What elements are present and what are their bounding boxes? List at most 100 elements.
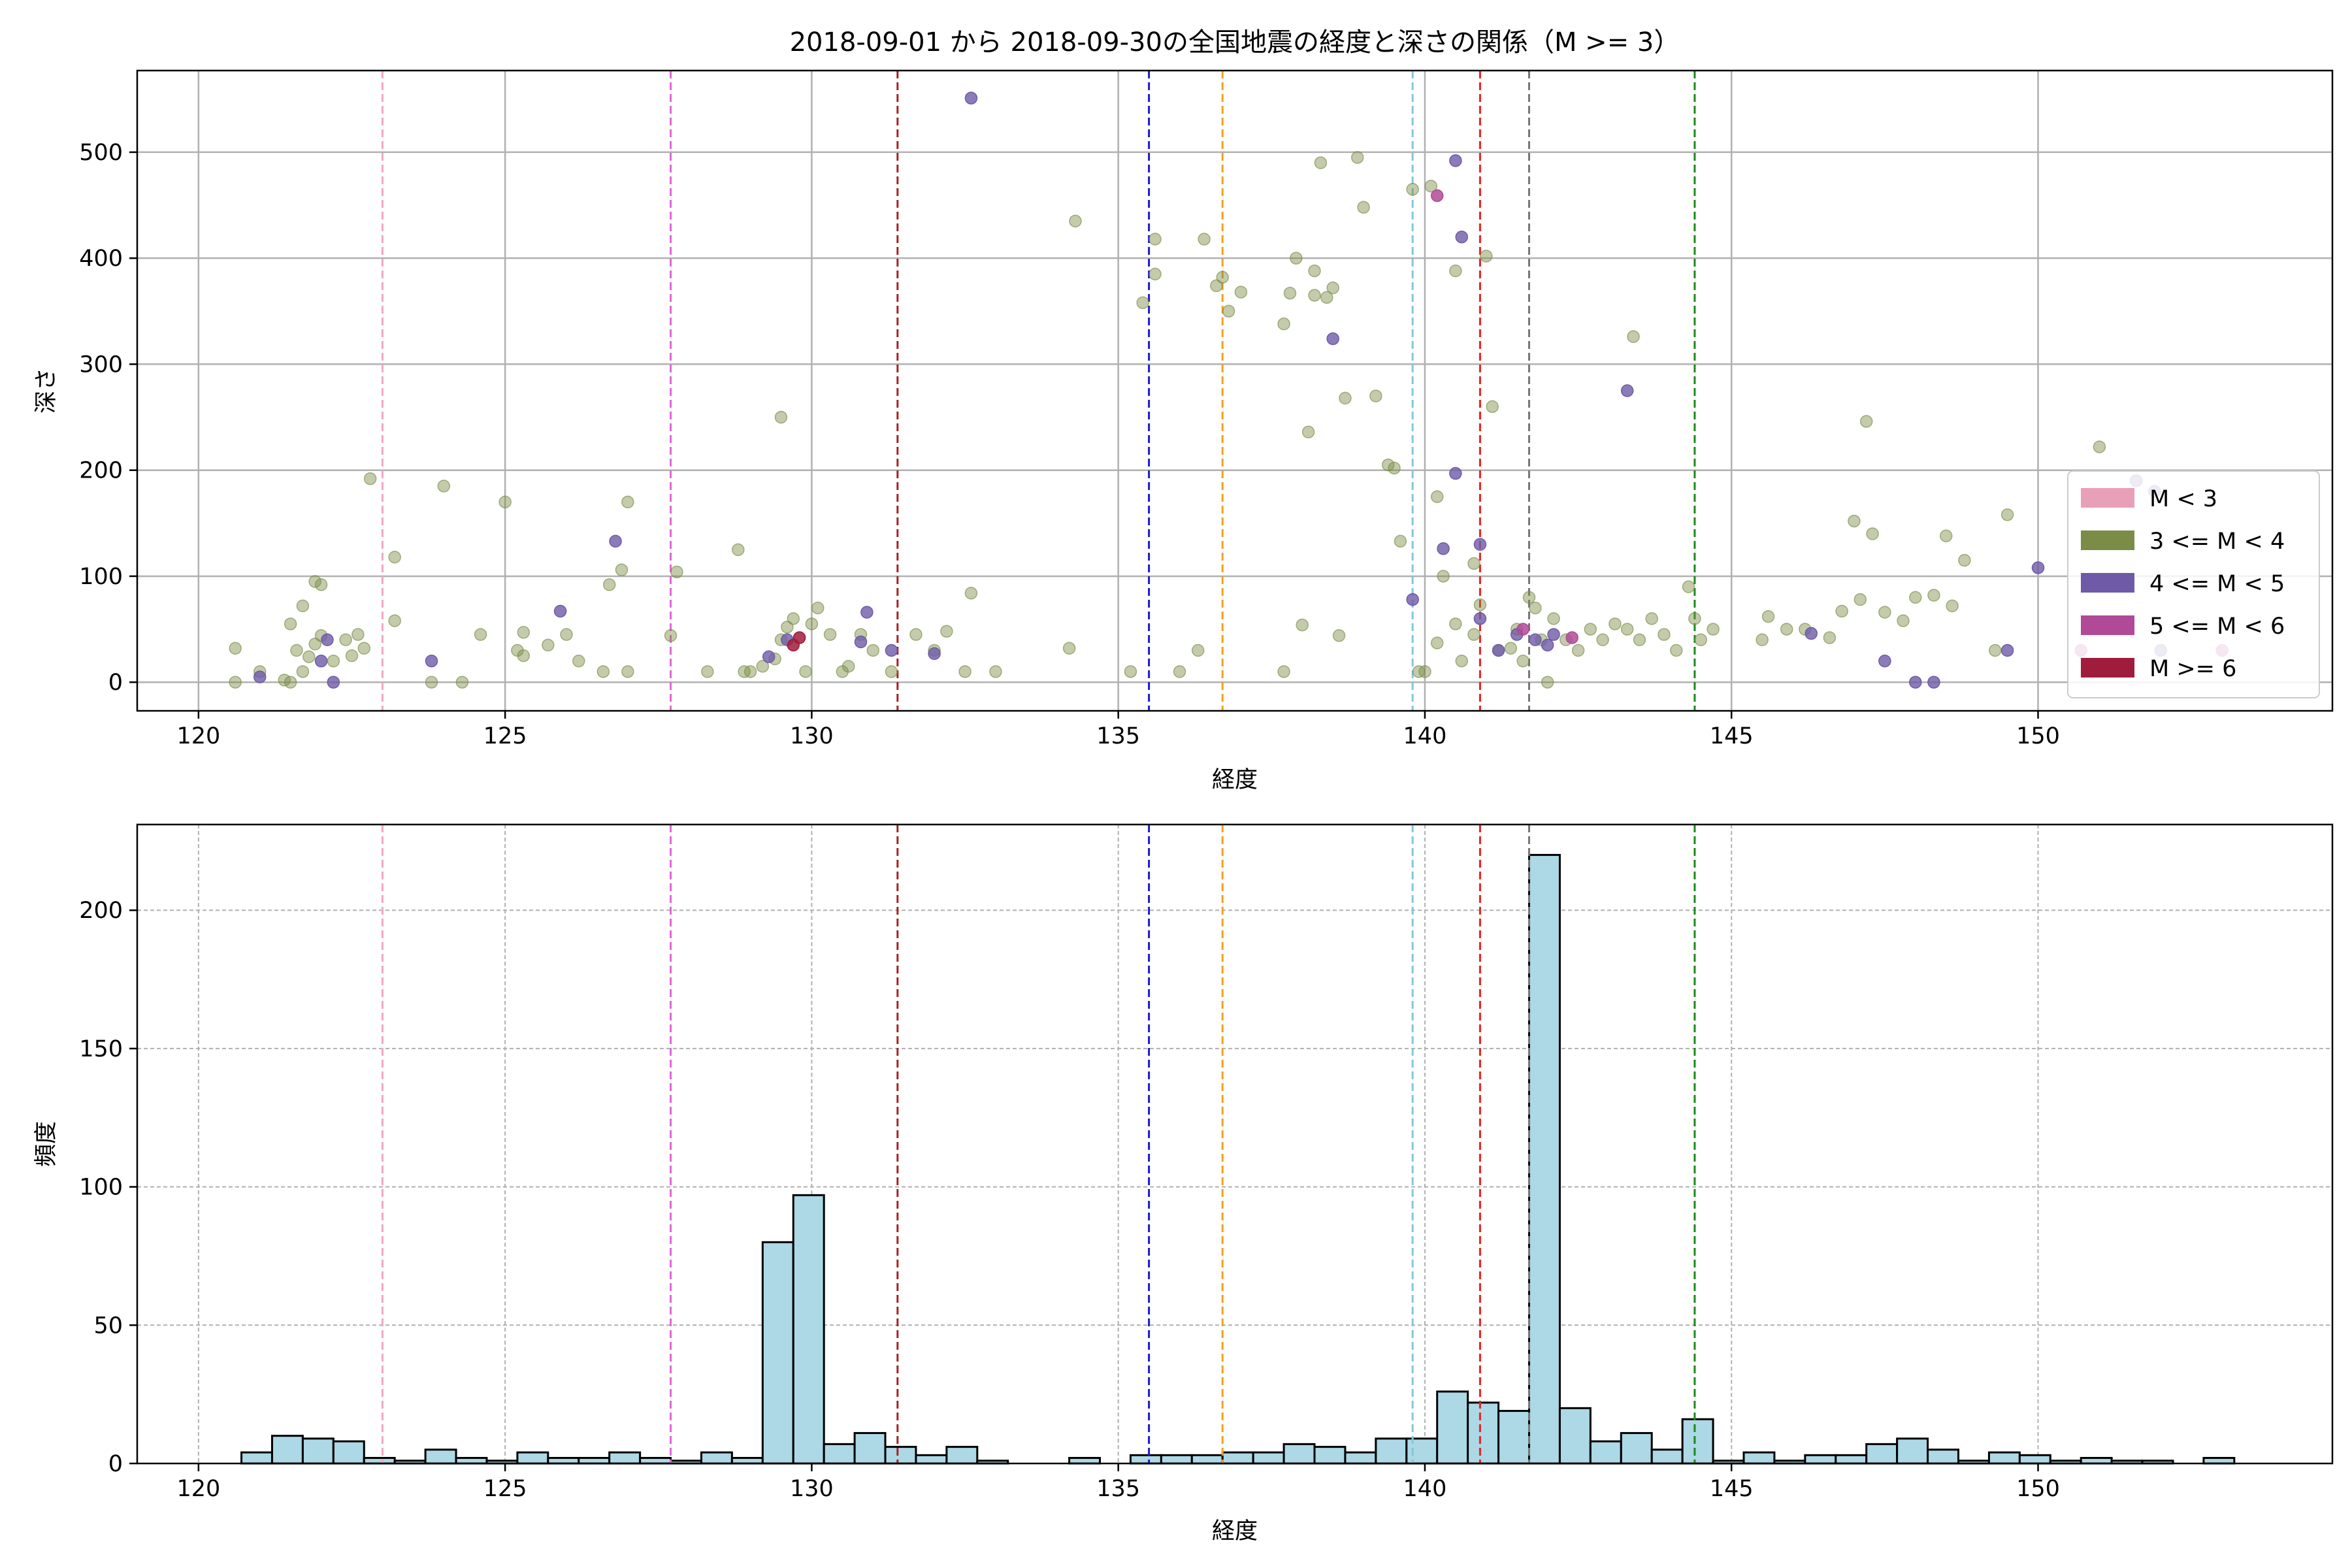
scatter-point (1473, 612, 1487, 625)
scatter-point (1388, 461, 1401, 475)
scatter-point (1350, 151, 1364, 164)
scatter-point (1277, 665, 1290, 678)
histogram-bar (270, 1435, 304, 1465)
scatter-point (1584, 623, 1597, 636)
scatter-y-ticks: 0 100 200 300 400 500 (79, 140, 137, 696)
scatter-point (1522, 591, 1536, 604)
scatter-x-ticks: 120 125 130 135 140 145 150 (176, 711, 2060, 749)
scatter-point (1946, 599, 1959, 613)
scatter-point (388, 550, 401, 564)
histogram-bar (1252, 1451, 1285, 1465)
scatter-point (762, 650, 776, 664)
scatter-point (1633, 633, 1646, 647)
scatter-point (743, 665, 757, 678)
scatter-point (1780, 623, 1793, 636)
scatter-point (2001, 508, 2014, 521)
scatter-point (357, 642, 371, 655)
scatter-point (1332, 629, 1346, 642)
scatter-point (425, 654, 438, 668)
histogram-x-ticks: 120 125 130 135 140 145 150 (176, 1463, 2060, 1502)
scatter-point (1467, 557, 1480, 570)
scatter-point (2001, 644, 2014, 657)
histogram-bar (1436, 1390, 1469, 1465)
scatter-point (1707, 623, 1720, 636)
scatter-point (909, 628, 923, 641)
legend-swatch (2081, 531, 2134, 550)
scatter-point (284, 676, 297, 689)
scatter-point (1866, 527, 1879, 540)
scatter-point (670, 565, 683, 579)
scatter-plot-frame (136, 69, 2334, 712)
scatter-y-tick-label: 200 (79, 458, 123, 484)
histogram-bar (792, 1194, 825, 1465)
scatter-point (1989, 644, 2002, 657)
scatter-point (1449, 264, 1462, 278)
scatter-point (1670, 644, 1683, 657)
scatter-point (1424, 180, 1438, 193)
scatter-point (2031, 561, 2045, 574)
histogram-bar (332, 1440, 365, 1465)
histogram-x-tick-label: 150 (2016, 1476, 2060, 1502)
scatter-point (756, 660, 770, 673)
histogram-bar (823, 1443, 856, 1465)
histogram-plot-frame (136, 823, 2334, 1465)
scatter-point (1927, 589, 1940, 602)
scatter-point (621, 495, 634, 509)
histogram-plot-area (137, 825, 2332, 1463)
scatter-point (229, 676, 242, 689)
legend-label: 5 <= M < 6 (2149, 613, 2285, 640)
scatter-point (1437, 542, 1450, 555)
histogram-bar (1987, 1451, 2021, 1465)
scatter-point (621, 665, 634, 678)
histogram-bar (1497, 1410, 1531, 1465)
figure-title: 2018-09-01 から 2018-09-30の全国地震の経度と深さの関係（M… (790, 27, 1680, 57)
scatter-point (701, 665, 714, 678)
scatter-point (542, 638, 555, 652)
legend-swatch (2081, 615, 2134, 635)
scatter-point (841, 660, 855, 673)
scatter-point (1939, 529, 1953, 543)
scatter-point (351, 628, 365, 641)
histogram-bar (516, 1451, 549, 1465)
scatter-point (290, 644, 303, 657)
scatter-point (1455, 654, 1469, 668)
scatter-point (1357, 201, 1370, 214)
histogram-bar (761, 1241, 794, 1465)
scatter-legend: M < 3 3 <= M < 4 4 <= M < 5 5 <= M < 6 M >= … (2067, 470, 2320, 698)
scatter-point (1761, 610, 1775, 623)
scatter-gridlines (137, 71, 2332, 711)
scatter-point (1541, 676, 1554, 689)
scatter-point (1835, 604, 1848, 618)
scatter-point (928, 647, 941, 661)
histogram-bar (1835, 1454, 1868, 1465)
scatter-point (345, 649, 359, 662)
scatter-point (1620, 623, 1634, 636)
histogram-y-axis-label: 頻度 (33, 1121, 59, 1167)
histogram-bar (1589, 1440, 1622, 1465)
scatter-point (1609, 617, 1622, 630)
scatter-point (609, 534, 622, 548)
histogram-y-tick-label: 0 (108, 1451, 123, 1477)
histogram-bar (915, 1454, 948, 1465)
histogram-bars (240, 854, 2236, 1465)
scatter-y-tick-label: 400 (79, 246, 123, 272)
scatter-point (866, 644, 880, 657)
scatter-point (1645, 612, 1658, 625)
histogram-bar (301, 1437, 335, 1465)
legend-swatch (2081, 658, 2134, 678)
scatter-point (1191, 644, 1205, 657)
scatter-point (787, 612, 800, 625)
histogram-bar (1313, 1446, 1347, 1465)
histogram-bar (1467, 1401, 1500, 1465)
scatter-x-tick-label: 120 (176, 723, 220, 749)
scatter-point (517, 626, 531, 639)
scatter-point (958, 665, 972, 678)
histogram-bar (1375, 1437, 1408, 1465)
scatter-point (885, 665, 898, 678)
scatter-point (1529, 601, 1542, 615)
scatter-point (2093, 440, 2106, 453)
scatter-point (1897, 614, 1910, 627)
scatter-point (1418, 665, 1431, 678)
scatter-point (455, 676, 469, 689)
legend-box (2067, 470, 2320, 698)
